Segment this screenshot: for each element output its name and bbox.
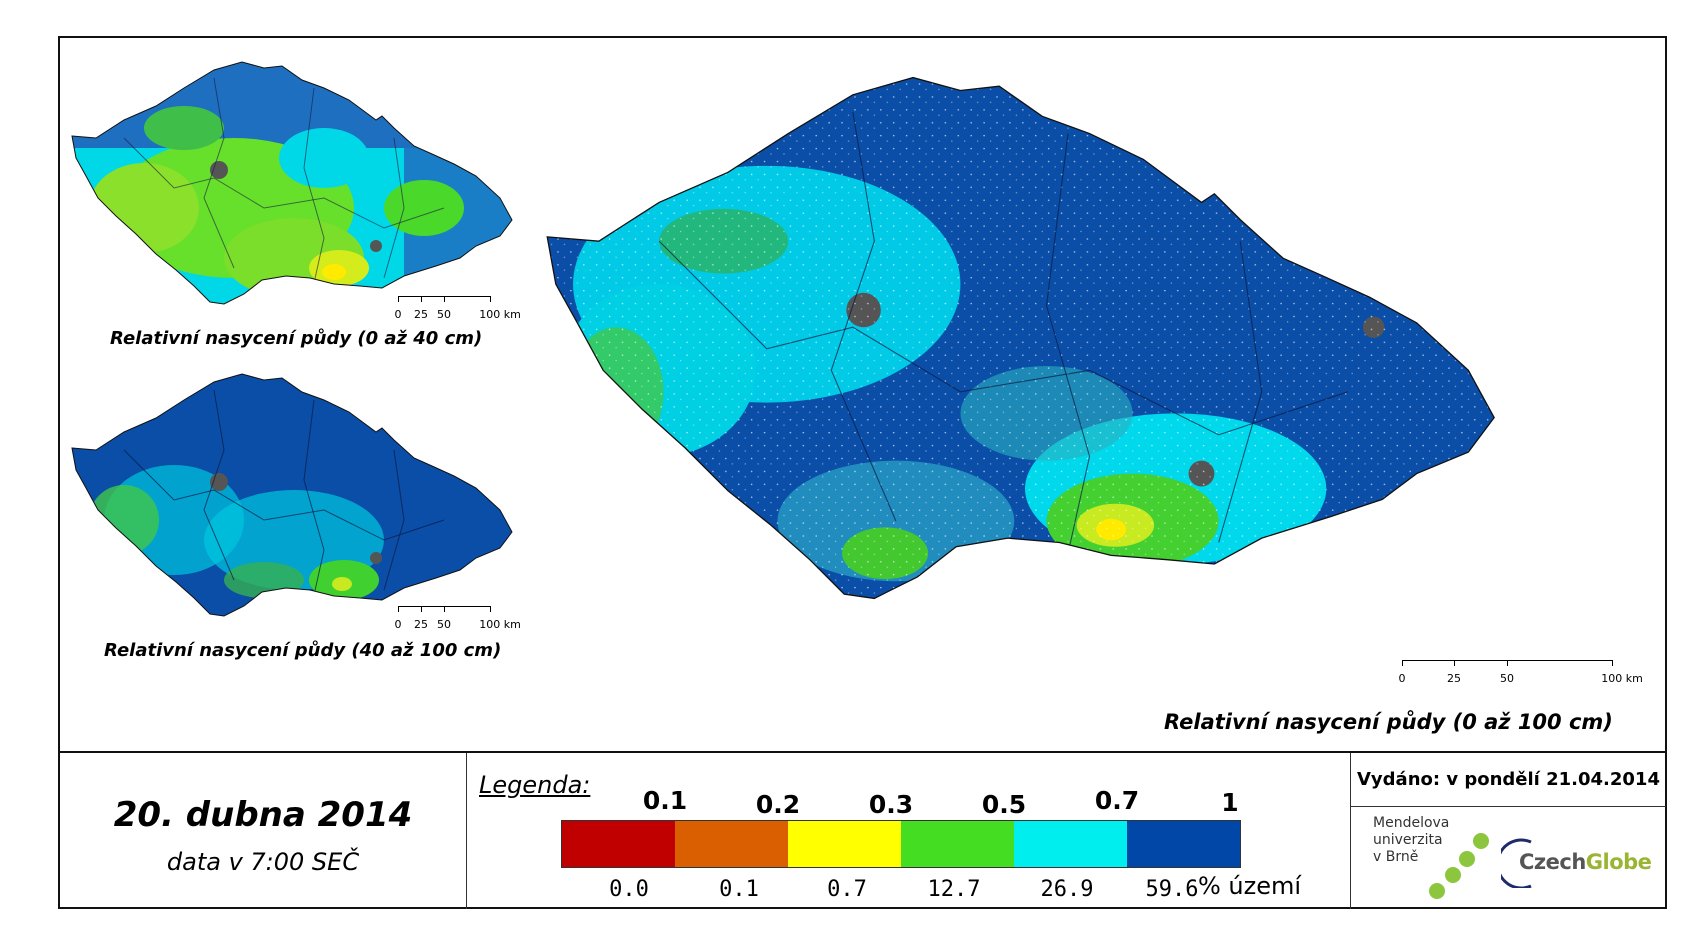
legend-percentage: 0.7	[827, 877, 867, 902]
map-full-profile	[546, 76, 1495, 600]
scale-label: 0	[1398, 672, 1406, 685]
scale-label: 25	[1447, 672, 1461, 685]
mendel-university-logo: Mendelova univerzita v Brně	[1373, 815, 1493, 903]
scale-label: 50	[1500, 672, 1514, 685]
legend-swatch	[1127, 821, 1240, 867]
caption-topsoil: Relativní nasycení půdy (0 až 40 cm)	[110, 328, 483, 349]
date-title: 20. dubna 2014	[113, 795, 413, 835]
scale-label: 100 km	[479, 618, 521, 631]
legend-percentage: 26.9	[1040, 877, 1094, 902]
legend-swatch	[901, 821, 1014, 867]
scale-label: 50	[437, 618, 451, 631]
legend-break: 0.2	[755, 790, 801, 819]
scale-label: 0	[394, 308, 402, 321]
scale-label: 0	[394, 618, 402, 631]
scale-label: 25	[414, 308, 428, 321]
legend-break: 0.5	[981, 790, 1027, 819]
legend-title: Legenda:	[479, 771, 591, 799]
legend-swatch	[675, 821, 788, 867]
mendel-logo-line: univerzita	[1373, 832, 1443, 848]
legend-swatch	[1014, 821, 1127, 867]
publisher-cell: Vydáno: v pondělí 21.04.2014 Mendelova u…	[1350, 753, 1666, 909]
legend-percentage: 0.1	[719, 877, 759, 902]
issued-date: Vydáno: v pondělí 21.04.2014	[1351, 753, 1666, 807]
map-frame: 0 25 50 100 km Relativní nasycení půdy (…	[58, 36, 1667, 909]
mendel-logo-line: v Brně	[1373, 849, 1419, 865]
czechglobe-text-a: Czech	[1519, 850, 1586, 874]
legend-swatch	[788, 821, 901, 867]
scale-label: 25	[414, 618, 428, 631]
legend-colorbar	[561, 820, 1241, 868]
date-cell: 20. dubna 2014 data v 7:00 SEČ	[60, 753, 467, 909]
mendel-dots-icon	[1429, 833, 1489, 899]
legend-break: 0.7	[1094, 786, 1140, 815]
scalebar-topsoil: 0 25 50 100 km	[394, 296, 521, 326]
czechglobe-logo: CzechGlobe	[1501, 838, 1661, 888]
czechglobe-arc-icon	[1501, 838, 1532, 888]
legend-percentage: 59.6	[1145, 877, 1199, 902]
caption-subsoil: Relativní nasycení půdy (40 až 100 cm)	[104, 640, 502, 661]
map-topsoil	[71, 61, 513, 305]
legend-unit: % území	[1198, 872, 1302, 900]
scalebar-subsoil: 0 25 50 100 km	[394, 606, 521, 636]
scale-label: 50	[437, 308, 451, 321]
legend-break: 0.1	[642, 786, 688, 815]
caption-full-profile: Relativní nasycení půdy (0 až 100 cm)	[1164, 710, 1613, 734]
map-subsoil	[71, 373, 513, 617]
legend-break: 0.3	[868, 790, 914, 819]
czechglobe-text-b: Globe	[1585, 850, 1652, 874]
legend-swatch	[562, 821, 675, 867]
scale-label: 100 km	[1601, 672, 1643, 685]
scalebar-full-profile: 0 25 50 100 km	[1398, 660, 1643, 690]
map-area: 0 25 50 100 km Relativní nasycení půdy (…	[60, 38, 1665, 753]
legend-percentage: 0.0	[609, 877, 649, 902]
scale-label: 100 km	[479, 308, 521, 321]
legend-break: 1	[1221, 788, 1239, 817]
legend: Legenda: 0.1 0.2 0.3 0.5 0.7 1 0.0 0.1 0…	[467, 753, 1312, 909]
mendel-logo-line: Mendelova	[1373, 815, 1450, 831]
legend-percentage: 12.7	[927, 877, 981, 902]
date-subtitle: data v 7:00 SEČ	[166, 848, 360, 876]
info-panel: 20. dubna 2014 data v 7:00 SEČ Legenda: …	[60, 751, 1666, 909]
